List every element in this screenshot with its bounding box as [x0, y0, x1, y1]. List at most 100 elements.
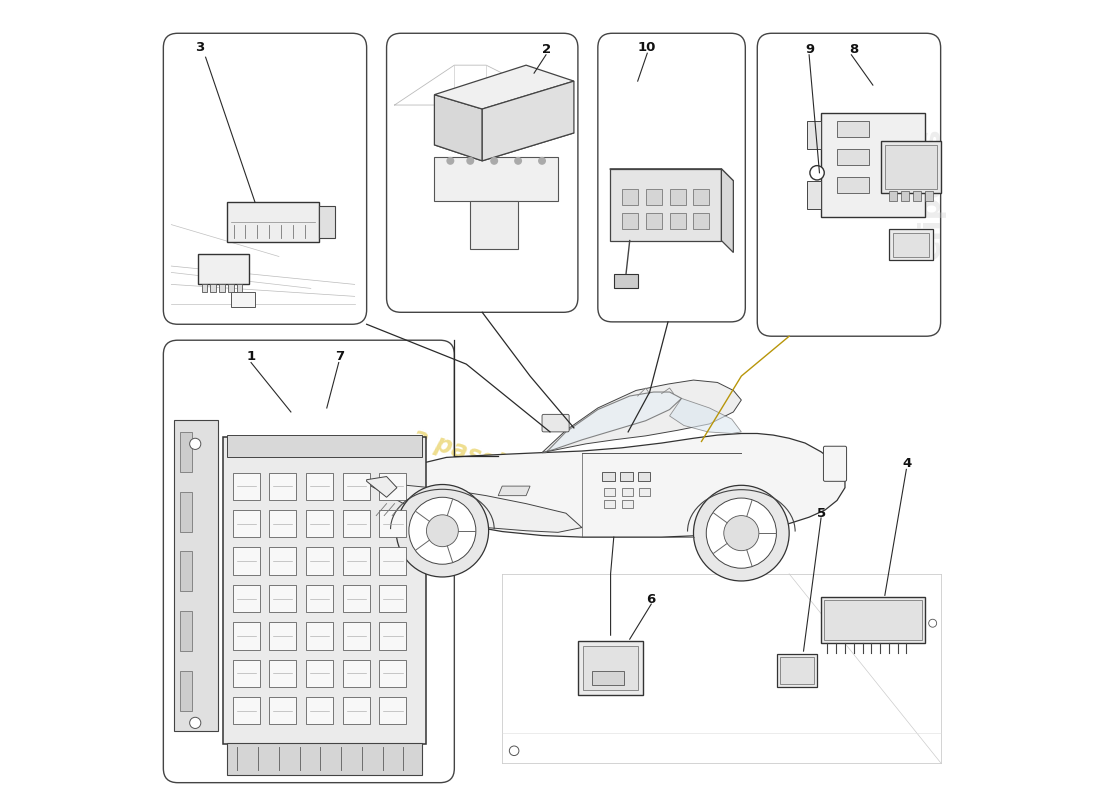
- Bar: [837, 121, 869, 137]
- Bar: [227, 435, 422, 458]
- Polygon shape: [670, 398, 741, 434]
- Polygon shape: [609, 169, 722, 241]
- Bar: [806, 121, 821, 149]
- Bar: [270, 698, 297, 725]
- Circle shape: [693, 486, 789, 581]
- Bar: [434, 157, 558, 201]
- Bar: [889, 191, 896, 201]
- Bar: [884, 145, 937, 189]
- Text: 7: 7: [334, 350, 344, 363]
- Bar: [925, 149, 939, 181]
- Bar: [343, 585, 370, 612]
- Bar: [646, 189, 661, 205]
- Bar: [174, 420, 218, 731]
- Polygon shape: [542, 380, 741, 453]
- Bar: [837, 177, 869, 193]
- Circle shape: [491, 157, 498, 165]
- Text: 1: 1: [248, 350, 256, 363]
- Circle shape: [509, 746, 519, 755]
- Bar: [219, 285, 224, 292]
- Bar: [379, 510, 407, 537]
- Bar: [210, 285, 216, 292]
- Bar: [379, 473, 407, 500]
- Circle shape: [447, 157, 454, 165]
- Bar: [638, 472, 650, 482]
- Text: 6: 6: [646, 593, 654, 606]
- Bar: [270, 510, 297, 537]
- Bar: [306, 698, 333, 725]
- Polygon shape: [366, 482, 582, 532]
- Circle shape: [928, 619, 937, 627]
- Bar: [821, 113, 925, 217]
- Bar: [180, 611, 192, 651]
- Polygon shape: [434, 94, 482, 161]
- Bar: [228, 285, 233, 292]
- Bar: [343, 698, 370, 725]
- Bar: [343, 510, 370, 537]
- Bar: [233, 698, 260, 725]
- Bar: [602, 472, 615, 482]
- Bar: [379, 547, 407, 574]
- Circle shape: [810, 166, 824, 180]
- Circle shape: [189, 718, 201, 729]
- Bar: [778, 654, 817, 687]
- FancyBboxPatch shape: [386, 34, 578, 312]
- Bar: [821, 597, 925, 643]
- Bar: [592, 671, 624, 686]
- Bar: [306, 473, 333, 500]
- Bar: [620, 472, 632, 482]
- Bar: [180, 671, 192, 711]
- Bar: [604, 500, 615, 508]
- Bar: [806, 181, 821, 209]
- Bar: [379, 622, 407, 650]
- Bar: [780, 657, 814, 684]
- Bar: [881, 141, 940, 193]
- FancyBboxPatch shape: [163, 340, 454, 782]
- Bar: [379, 585, 407, 612]
- Bar: [233, 473, 260, 500]
- FancyBboxPatch shape: [824, 446, 847, 482]
- Circle shape: [409, 498, 476, 564]
- Bar: [270, 585, 297, 612]
- FancyBboxPatch shape: [757, 34, 940, 336]
- Bar: [198, 254, 250, 285]
- Polygon shape: [366, 477, 397, 498]
- Bar: [233, 585, 260, 612]
- Bar: [270, 547, 297, 574]
- Bar: [471, 201, 518, 249]
- Bar: [837, 149, 869, 165]
- FancyBboxPatch shape: [597, 34, 746, 322]
- Bar: [379, 698, 407, 725]
- Circle shape: [189, 438, 201, 450]
- Bar: [901, 191, 909, 201]
- Circle shape: [538, 157, 546, 165]
- Text: 4: 4: [902, 458, 912, 470]
- FancyBboxPatch shape: [542, 414, 569, 432]
- Bar: [270, 473, 297, 500]
- Text: a passion for cars since 1985: a passion for cars since 1985: [409, 424, 786, 567]
- Bar: [621, 213, 638, 229]
- Circle shape: [466, 157, 474, 165]
- Bar: [693, 189, 710, 205]
- Bar: [583, 646, 638, 690]
- Bar: [306, 622, 333, 650]
- Polygon shape: [361, 434, 845, 537]
- Bar: [913, 191, 921, 201]
- Bar: [824, 600, 922, 640]
- Bar: [233, 547, 260, 574]
- Bar: [227, 202, 319, 242]
- Bar: [604, 488, 615, 496]
- Text: 3: 3: [195, 41, 205, 54]
- Bar: [621, 500, 632, 508]
- Bar: [693, 213, 710, 229]
- Circle shape: [427, 515, 459, 546]
- Bar: [223, 438, 427, 744]
- Bar: [270, 622, 297, 650]
- Polygon shape: [498, 486, 530, 496]
- Bar: [233, 510, 260, 537]
- Bar: [343, 547, 370, 574]
- Circle shape: [514, 157, 522, 165]
- Bar: [201, 285, 207, 292]
- Bar: [578, 641, 644, 695]
- Bar: [236, 285, 242, 292]
